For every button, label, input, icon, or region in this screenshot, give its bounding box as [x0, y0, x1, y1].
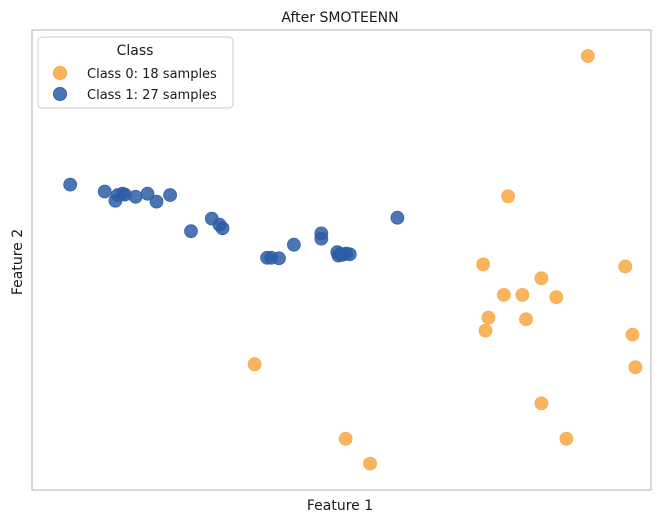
- data-point-class-1-26: [333, 246, 348, 261]
- data-point-class-1-25: [390, 210, 405, 225]
- data-point-class-0-6: [549, 290, 564, 305]
- data-point-class-0-9: [478, 323, 493, 338]
- data-point-class-0-7: [618, 259, 633, 274]
- series-class-1: [63, 177, 405, 266]
- data-points-layer: [63, 49, 643, 471]
- data-point-class-0-17: [363, 456, 378, 471]
- data-point-class-1-17: [286, 237, 301, 252]
- data-point-class-1-7: [140, 186, 155, 201]
- data-point-class-0-13: [247, 357, 262, 372]
- legend-box: [37, 36, 234, 109]
- legend-label-class-0: Class 0: 18 samples: [87, 67, 217, 82]
- data-point-class-0-1: [501, 189, 516, 204]
- data-point-class-0-12: [628, 360, 643, 375]
- data-point-class-0-3: [496, 287, 511, 302]
- data-point-class-0-2: [476, 257, 491, 272]
- data-point-class-1-16: [272, 251, 286, 266]
- data-point-class-1-0: [63, 177, 78, 192]
- data-point-class-0-11: [625, 327, 640, 342]
- data-point-class-1-5: [108, 193, 123, 208]
- data-point-class-0-14: [534, 396, 549, 411]
- chart-title: After SMOTEENN: [281, 10, 398, 26]
- data-point-class-0-0: [580, 49, 595, 63]
- legend-label-class-1: Class 1: 27 samples: [87, 88, 217, 103]
- legend-title: Class: [117, 43, 154, 59]
- legend-marker-class-0: [53, 66, 67, 80]
- data-point-class-1-10: [184, 224, 198, 239]
- y-axis-label: Feature 2: [10, 229, 26, 295]
- legend: Class Class 0: 18 samples Class 1: 27 sa…: [37, 36, 234, 109]
- data-point-class-0-4: [515, 287, 530, 302]
- x-axis-label: Feature 1: [307, 498, 373, 514]
- data-point-class-0-8: [481, 310, 496, 325]
- plot-area-frame: [31, 29, 652, 491]
- data-point-class-0-16: [338, 431, 353, 446]
- data-point-class-0-10: [519, 312, 533, 327]
- data-point-class-1-8: [149, 194, 164, 209]
- data-point-class-1-19: [314, 231, 329, 246]
- legend-marker-class-1: [53, 87, 67, 101]
- data-point-class-1-1: [97, 184, 112, 199]
- series-class-0: [247, 49, 643, 471]
- data-point-class-1-6: [128, 189, 143, 204]
- data-point-class-1-13: [215, 221, 230, 236]
- data-point-class-1-9: [163, 188, 178, 202]
- data-point-class-0-5: [534, 271, 549, 286]
- data-point-class-0-15: [559, 431, 574, 446]
